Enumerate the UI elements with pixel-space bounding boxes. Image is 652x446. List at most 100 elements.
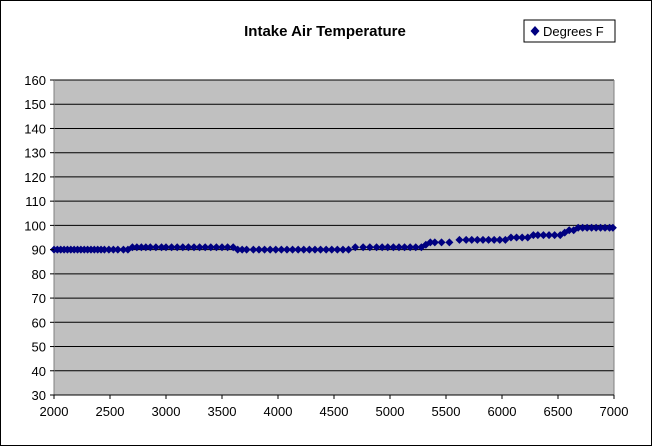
y-tick-label-150: 150: [24, 97, 46, 112]
data-point: [271, 245, 280, 254]
data-point: [406, 243, 415, 252]
data-point: [201, 243, 210, 252]
data-point: [545, 231, 554, 240]
y-tick-label-90: 90: [32, 243, 46, 258]
data-point: [587, 223, 596, 232]
data-point: [277, 245, 286, 254]
data-point: [430, 238, 439, 247]
data-point: [467, 235, 476, 244]
y-tick-label-60: 60: [32, 315, 46, 330]
legend-box: [523, 19, 616, 43]
data-point: [310, 245, 319, 254]
y-tick-label-140: 140: [24, 121, 46, 136]
data-point: [184, 243, 193, 252]
data-point: [411, 243, 420, 252]
data-point: [574, 223, 583, 232]
data-point: [462, 235, 471, 244]
data-point: [119, 245, 128, 254]
data-point: [157, 243, 166, 252]
data-point: [212, 243, 221, 252]
data-point: [327, 245, 336, 254]
data-point: [299, 245, 308, 254]
data-point: [523, 233, 532, 242]
x-tick-label-4500: 4500: [320, 404, 349, 419]
data-point: [495, 235, 504, 244]
data-point: [128, 243, 137, 252]
data-point: [322, 245, 331, 254]
data-point: [254, 245, 263, 254]
data-point: [218, 243, 226, 252]
y-tick-label-70: 70: [32, 291, 46, 306]
data-point: [529, 231, 538, 240]
y-tick-label-120: 120: [24, 170, 46, 185]
data-point: [506, 233, 515, 242]
data-point: [550, 231, 559, 240]
data-point: [490, 235, 499, 244]
data-point: [294, 245, 303, 254]
data-point: [206, 243, 215, 252]
data-point: [473, 235, 482, 244]
data-point: [282, 245, 291, 254]
data-point: [601, 223, 610, 232]
data-point: [359, 243, 368, 252]
data-point: [173, 243, 182, 252]
data-point: [141, 243, 150, 252]
data-point: [249, 245, 258, 254]
data-point: [596, 223, 605, 232]
x-tick-label-2000: 2000: [40, 404, 69, 419]
data-point: [305, 245, 314, 254]
data-point: [151, 243, 160, 252]
legend: Degrees F: [523, 19, 616, 43]
x-tick-label-2500: 2500: [96, 404, 125, 419]
data-point: [223, 243, 232, 252]
x-tick-label-3000: 3000: [152, 404, 181, 419]
data-point: [592, 223, 601, 232]
data-point: [109, 245, 118, 254]
y-axis-ticks: 30 40 50 60 70 80 90 100 110 120 130 140 150 160: [24, 73, 54, 403]
y-tick-label-40: 40: [32, 364, 46, 379]
x-tick-label-5500: 5500: [432, 404, 461, 419]
data-point: [338, 245, 347, 254]
y-tick-label-100: 100: [24, 218, 46, 233]
data-point: [583, 223, 592, 232]
data-point: [288, 245, 297, 254]
legend-label-degrees-f: Degrees F: [543, 24, 604, 39]
y-tick-label-130: 130: [24, 146, 46, 161]
data-point: [238, 245, 247, 254]
data-point: [383, 243, 392, 252]
data-point: [565, 226, 574, 235]
data-point: [501, 235, 510, 244]
chart-title: Intake Air Temperature: [244, 23, 406, 40]
data-point: [316, 245, 325, 254]
data-point: [266, 245, 275, 254]
x-tick-label-6500: 6500: [544, 404, 573, 419]
data-point: [351, 243, 360, 252]
y-tick-label-80: 80: [32, 267, 46, 282]
data-point: [233, 245, 242, 254]
x-tick-label-5000: 5000: [376, 404, 405, 419]
data-point: [137, 243, 146, 252]
y-tick-label-110: 110: [25, 194, 46, 209]
data-point: [162, 243, 170, 252]
data-point: [445, 238, 454, 247]
x-axis-ticks: 2000 2500 3000 3500 4000 4500 5000 5500 6000 6500…: [40, 395, 628, 419]
data-point: [378, 243, 387, 252]
data-point: [242, 245, 251, 254]
data-point: [389, 243, 398, 252]
data-point: [100, 245, 109, 254]
data-point: [426, 238, 435, 247]
data-point: [484, 235, 493, 244]
data-point: [437, 238, 446, 247]
y-tick-label-50: 50: [32, 340, 46, 355]
x-tick-label-6000: 6000: [488, 404, 517, 419]
data-point: [195, 243, 204, 252]
y-tick-label-160: 160: [24, 73, 46, 88]
data-point: [478, 235, 487, 244]
data-point: [146, 243, 155, 252]
data-point: [512, 233, 521, 242]
data-point: [178, 243, 187, 252]
data-point: [344, 245, 353, 254]
data-point: [167, 243, 176, 252]
data-point: [400, 243, 409, 252]
